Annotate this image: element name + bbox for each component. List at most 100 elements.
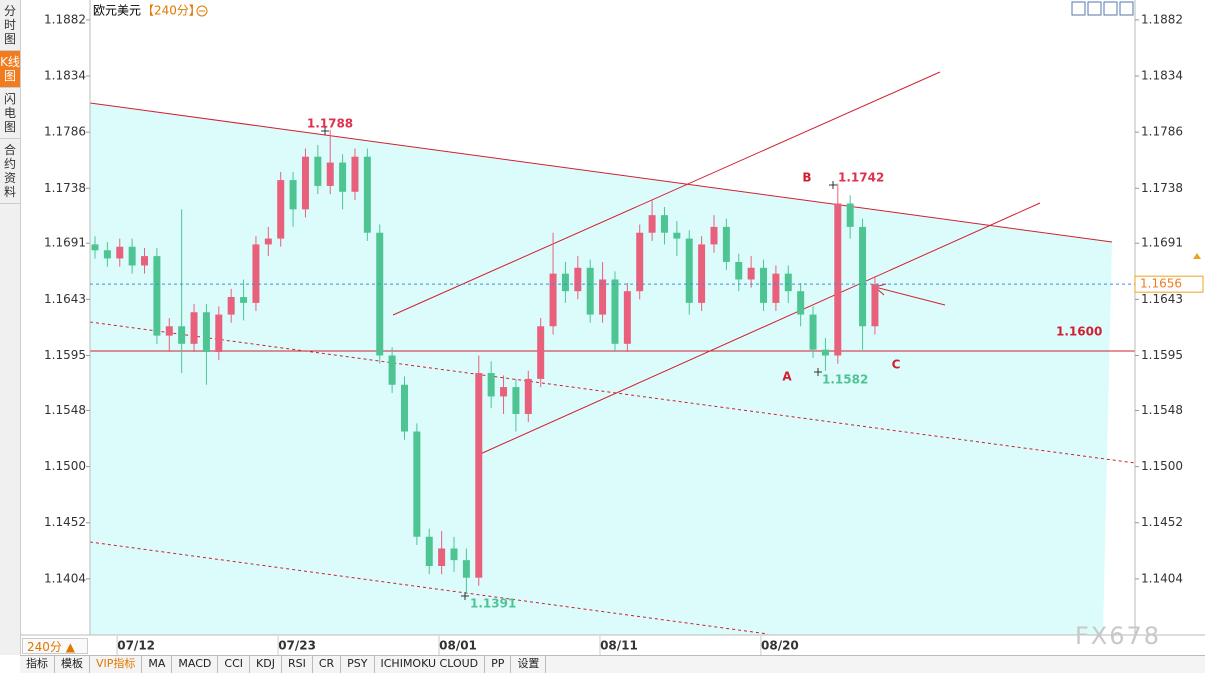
candle-body xyxy=(475,373,483,578)
x-tick-label: 08/11 xyxy=(600,639,638,653)
y-tick-label: 1.1548 xyxy=(44,403,86,417)
x-tick-label: 08/20 xyxy=(761,639,799,653)
chart-title: 欧元美元 xyxy=(93,4,141,18)
candle-body xyxy=(660,215,668,233)
x-tick-label: 07/12 xyxy=(117,639,155,653)
candle-body xyxy=(401,384,408,432)
candle-body xyxy=(685,238,693,303)
y-tick-label: 1.1452 xyxy=(44,515,86,529)
candle-body xyxy=(227,297,235,315)
candle-body xyxy=(809,314,817,350)
annotation: 1.1742 xyxy=(838,171,884,185)
candle-body xyxy=(264,238,272,245)
icon[interactable] xyxy=(196,5,208,17)
candle-body xyxy=(524,378,532,414)
candle-body xyxy=(636,232,644,292)
candle-body xyxy=(240,297,248,303)
y-tick-label: 1.1404 xyxy=(44,571,86,585)
y-tick-label: 1.1500 xyxy=(44,459,86,473)
candle-body xyxy=(611,279,619,344)
candle-body xyxy=(574,267,582,292)
toolbar-button[interactable]: CCI xyxy=(218,656,251,673)
sidebar-tab[interactable]: K线图 xyxy=(0,51,20,88)
sidebar-tab[interactable]: 合约资料 xyxy=(0,139,20,204)
candle-body xyxy=(363,156,371,233)
candle-body xyxy=(512,387,520,414)
candle-body xyxy=(326,162,334,186)
toolbar-button[interactable]: PP xyxy=(485,656,512,673)
annotation: A xyxy=(782,370,792,384)
candle-body xyxy=(141,256,149,266)
tool-icon[interactable] xyxy=(1103,1,1118,16)
toolbar: 指标 模板 VIP指标 MA MACD CCI KDJ RSI CR PSY ICHIMOKU CL… xyxy=(20,655,1205,673)
candle-body xyxy=(376,232,384,356)
candle-body xyxy=(561,273,569,292)
annotation: 1.1600 xyxy=(1056,325,1102,339)
y-tick-label: 1.1595 xyxy=(44,348,86,362)
y-tick-label: 1.1882 xyxy=(44,12,86,26)
annotation: C xyxy=(892,358,901,372)
last-price-box xyxy=(1134,275,1204,293)
candle-body xyxy=(91,244,99,251)
trend-line xyxy=(89,102,1113,243)
annotation: B xyxy=(802,171,811,185)
candle-body xyxy=(859,226,867,327)
candle-body xyxy=(549,273,557,327)
tool-icon[interactable] xyxy=(1087,1,1102,16)
y-tick-label: 1.1882 xyxy=(1141,12,1183,26)
toolbar-button[interactable]: 指标 xyxy=(20,656,55,673)
y-tick-label: 1.1691 xyxy=(1141,236,1183,250)
trend-line xyxy=(89,321,1136,464)
candle-body xyxy=(710,226,718,245)
candle-body xyxy=(165,326,173,336)
tool-icon[interactable] xyxy=(1071,1,1086,16)
candle-body xyxy=(834,203,842,356)
candle-body xyxy=(215,314,223,352)
trend-line xyxy=(89,541,769,635)
trend-line xyxy=(477,202,1041,456)
sidebar-tab[interactable]: 分时图 xyxy=(0,0,20,51)
candle-body xyxy=(277,180,285,239)
tool-icon[interactable] xyxy=(1119,1,1134,16)
candle-body xyxy=(388,355,396,385)
period-label: 【240分】 xyxy=(142,4,201,18)
toolbar-button[interactable]: 设置 xyxy=(511,656,547,673)
annotation: 1.1391 xyxy=(470,597,516,611)
toolbar-button[interactable]: ICHIMOKU CLOUD xyxy=(375,656,486,673)
toolbar-button[interactable]: KDJ xyxy=(250,656,282,673)
candle-body xyxy=(648,215,656,233)
y-tick-label: 1.1834 xyxy=(44,69,86,83)
toolbar-button[interactable]: MA xyxy=(142,656,173,673)
toolbar-button[interactable]: MACD xyxy=(172,656,219,673)
candle-body xyxy=(190,312,198,344)
candle-body xyxy=(797,291,805,315)
x-tick-label: 07/23 xyxy=(278,639,316,653)
candle-body xyxy=(623,291,631,344)
candle-body xyxy=(487,373,495,397)
y-tick-label: 1.1643 xyxy=(1141,292,1183,306)
annotation: 1.1788 xyxy=(307,117,353,131)
y-tick-label: 1.1786 xyxy=(1141,125,1183,139)
candle-body xyxy=(438,548,446,567)
candle-body xyxy=(462,560,470,578)
y-tick-label: 1.1595 xyxy=(1141,348,1183,362)
candle-body xyxy=(846,203,854,227)
candle-body xyxy=(747,267,755,280)
toolbar-button[interactable]: PSY xyxy=(341,656,375,673)
candle-body xyxy=(314,156,322,186)
candle-body xyxy=(339,162,347,192)
toolbar-button[interactable]: 模板 xyxy=(55,656,90,673)
last-price-label: 1.1656 xyxy=(1140,277,1182,291)
candle-body xyxy=(425,536,433,567)
period-selector[interactable]: 240分 ▲ xyxy=(22,638,88,654)
toolbar-button[interactable]: CR xyxy=(313,656,342,673)
toolbar-button[interactable]: VIP指标 xyxy=(90,656,143,673)
y-tick-label: 1.1738 xyxy=(1141,181,1183,195)
toolbar-button[interactable]: RSI xyxy=(282,656,313,673)
y-tick-label: 1.1786 xyxy=(44,125,86,139)
sidebar-tab[interactable]: 闪电图 xyxy=(0,88,20,139)
y-tick-label: 1.1738 xyxy=(44,181,86,195)
candle-body xyxy=(301,156,309,210)
